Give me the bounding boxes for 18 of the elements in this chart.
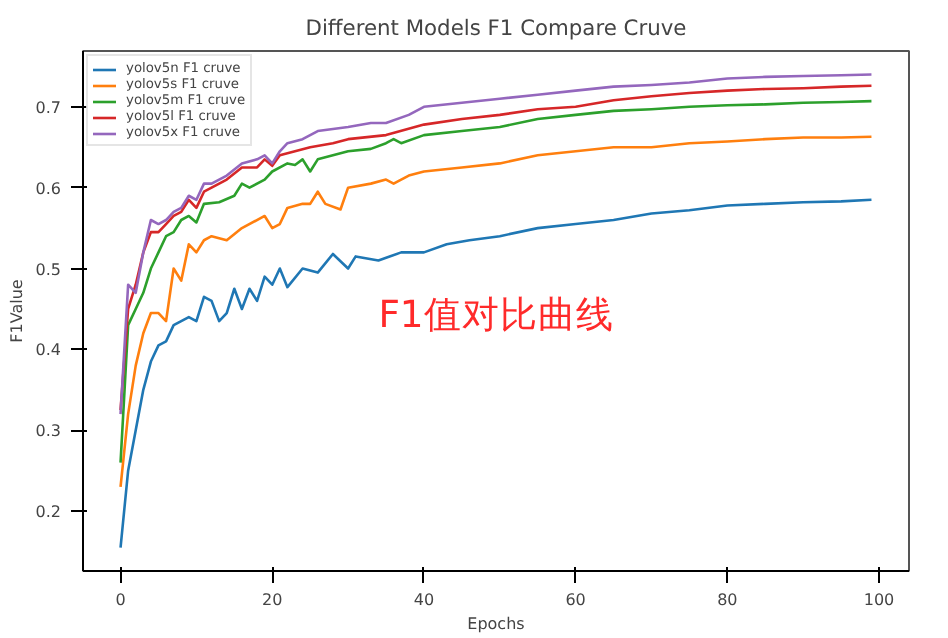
y-axis-title: F1Value — [7, 279, 26, 343]
chart-title: Different Models F1 Compare Cruve — [305, 15, 687, 41]
x-axis-title: Epochs — [467, 615, 525, 633]
line-series — [119, 198, 873, 549]
line-series — [119, 135, 873, 489]
annotation: F1值对比曲线 — [378, 295, 614, 337]
y-tick-label: 0.4 — [35, 341, 62, 360]
y-tick-label: 0.7 — [35, 98, 62, 117]
x-tick-label: 100 — [863, 591, 895, 609]
y-tick-label: 0.2 — [35, 503, 62, 522]
y-tick-label: 0.5 — [35, 260, 62, 279]
y-tick-label: 0.3 — [35, 422, 62, 441]
x-tick-label: 40 — [413, 591, 435, 609]
y-tick-label: 0.6 — [35, 179, 62, 198]
x-tick-label: 0 — [115, 591, 126, 609]
x-tick-label: 20 — [262, 591, 283, 609]
x-tick-label: 80 — [717, 591, 738, 609]
x-tick-label: 60 — [565, 591, 586, 609]
